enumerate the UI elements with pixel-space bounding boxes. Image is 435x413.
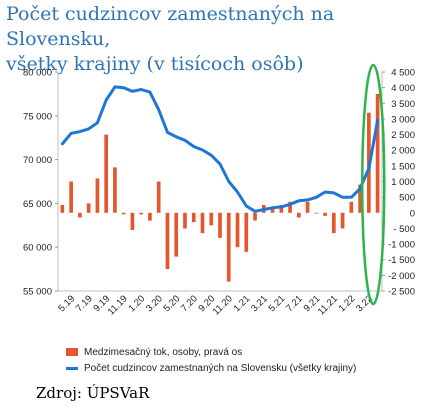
- right-tick-label: -2 500: [388, 287, 415, 298]
- bar-monthly-flow: [279, 204, 284, 213]
- chart-title-line2: všetky krajiny (v tisícoch osôb): [6, 53, 304, 75]
- right-tick-label: 1 500: [391, 161, 415, 172]
- right-tick-label: 3 000: [391, 114, 415, 125]
- bar-monthly-flow: [323, 212, 327, 216]
- legend-swatch-bars: [66, 348, 78, 356]
- source-note: Zdroj: ÚPSVaR: [36, 384, 150, 402]
- legend: Medzimesačný tok, osoby, pravá os Počet …: [66, 344, 356, 376]
- bar-monthly-flow: [95, 178, 100, 213]
- right-tick-label: - 500: [393, 224, 415, 235]
- chart-title-line1: Počet cudzincov zamestnaných na Slovensk…: [6, 3, 335, 50]
- bar-monthly-flow: [60, 204, 65, 213]
- bar-monthly-flow: [305, 201, 310, 213]
- x-tick-label: 3.20: [144, 293, 165, 314]
- line-foreign-workers: [60, 85, 380, 213]
- x-tick-label: 5.21: [267, 293, 288, 314]
- left-tick-label: 80 000: [23, 68, 52, 79]
- left-tick-label: 60 000: [23, 243, 52, 254]
- x-tick-label: 5.19: [56, 293, 77, 314]
- bar-monthly-flow: [174, 212, 179, 257]
- bar-monthly-flow: [218, 212, 222, 238]
- x-tick-label: 7.19: [74, 293, 95, 314]
- bar-monthly-flow: [183, 212, 187, 229]
- bar-monthly-flow: [349, 201, 354, 213]
- bar-monthly-flow: [244, 212, 249, 252]
- bar-monthly-flow: [296, 212, 301, 218]
- legend-item-bars: Medzimesačný tok, osoby, pravá os: [66, 344, 356, 360]
- x-tick-label: 1.22: [337, 293, 358, 314]
- bar-monthly-flow: [226, 212, 231, 282]
- right-tick-label: -1 500: [388, 255, 415, 266]
- bar-monthly-flow: [209, 212, 214, 226]
- bar-monthly-flow: [314, 212, 319, 214]
- chart-title: Počet cudzincov zamestnaných na Slovensk…: [6, 2, 431, 77]
- left-tick-label: 65 000: [23, 199, 52, 210]
- bar-monthly-flow: [156, 181, 161, 213]
- bar-monthly-flow: [253, 212, 257, 221]
- x-tick-label: 7.20: [179, 293, 200, 314]
- bar-monthly-flow: [165, 212, 170, 270]
- bar-monthly-flow: [78, 212, 82, 218]
- bar-monthly-flow: [331, 212, 336, 234]
- right-tick-label: 3 500: [391, 99, 415, 110]
- bar-monthly-flow: [69, 181, 73, 213]
- bar-monthly-flow: [121, 212, 126, 215]
- right-tick-label: 2 500: [391, 130, 415, 141]
- bar-monthly-flow: [104, 134, 109, 213]
- right-tick-label: 1 000: [391, 177, 415, 188]
- chart-area: 55 000 60 000 65 000 70 000 75 000 80 000 -2 5…: [23, 63, 415, 317]
- x-tick-label: 5.20: [161, 293, 182, 314]
- right-tick-label: 4 000: [391, 83, 415, 94]
- right-tick-label: 500: [399, 193, 415, 204]
- bar-monthly-flow: [270, 208, 275, 213]
- legend-label-bars: Medzimesačný tok, osoby, pravá os: [84, 346, 243, 358]
- legend-item-line: Počet cudzincov zamestnaných na Slovensk…: [66, 360, 356, 376]
- x-tick-label: 1.21: [232, 293, 253, 314]
- bar-monthly-flow: [130, 212, 135, 230]
- x-tick-label: 1.20: [126, 293, 147, 314]
- bar-monthly-flow: [86, 203, 91, 213]
- right-tick-label: 0: [410, 208, 415, 219]
- right-tick-label: 2 000: [391, 146, 415, 157]
- bar-monthly-flow: [288, 201, 292, 213]
- bar-monthly-flow: [340, 212, 345, 229]
- bar-monthly-flow: [191, 212, 196, 223]
- left-tick-label: 70 000: [23, 155, 52, 166]
- highlight-ellipse: [360, 63, 386, 306]
- bar-monthly-flow: [235, 212, 240, 248]
- x-tick-label: 3.21: [249, 293, 270, 314]
- legend-label-line: Počet cudzincov zamestnaných na Slovensk…: [84, 362, 357, 374]
- bar-monthly-flow: [358, 184, 362, 213]
- bar-monthly-flow: [200, 212, 205, 234]
- x-tick-label: 7.21: [284, 293, 305, 314]
- legend-swatch-line: [66, 366, 78, 370]
- left-tick-label: 55 000: [23, 287, 52, 298]
- right-tick-label: -1 000: [388, 240, 415, 251]
- bar-monthly-flow: [139, 212, 144, 215]
- right-tick-label: -2 000: [388, 271, 415, 282]
- left-tick-label: 75 000: [23, 111, 52, 122]
- bar-monthly-flow: [113, 167, 117, 213]
- bar-monthly-flow: [375, 93, 380, 213]
- right-tick-label: 4 500: [391, 68, 415, 79]
- bar-monthly-flow: [148, 212, 152, 221]
